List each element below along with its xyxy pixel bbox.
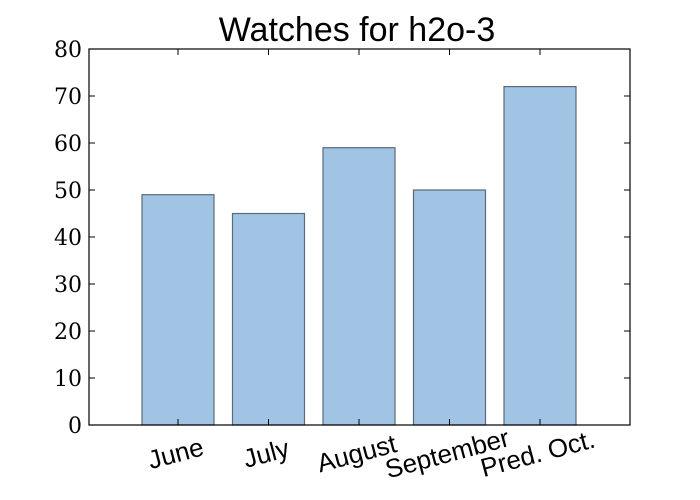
x-tick-label: July bbox=[240, 433, 292, 474]
bar-september bbox=[412, 189, 487, 426]
bar-june bbox=[141, 194, 215, 426]
y-tick-label: 40 bbox=[54, 226, 82, 251]
plot-frame bbox=[88, 48, 631, 426]
bar-august bbox=[322, 147, 396, 426]
y-tick-label: 10 bbox=[54, 367, 82, 392]
bar-july bbox=[231, 212, 306, 426]
bars-group bbox=[141, 85, 577, 426]
y-tick-label: 20 bbox=[54, 320, 82, 345]
bar-pred-oct bbox=[503, 85, 577, 426]
y-tick-label: 60 bbox=[54, 132, 82, 157]
y-tick-label: 70 bbox=[54, 85, 82, 110]
y-tick-label: 30 bbox=[54, 273, 82, 298]
y-tick-label: 80 bbox=[54, 38, 82, 63]
chart-title: Watches for h2o-3 bbox=[219, 11, 496, 49]
y-axis: 0 10 20 30 40 50 60 70 80 bbox=[54, 38, 630, 439]
y-tick-label: 50 bbox=[54, 179, 82, 204]
y-tick-label: 0 bbox=[68, 414, 82, 439]
x-tick-label: June bbox=[145, 432, 207, 476]
